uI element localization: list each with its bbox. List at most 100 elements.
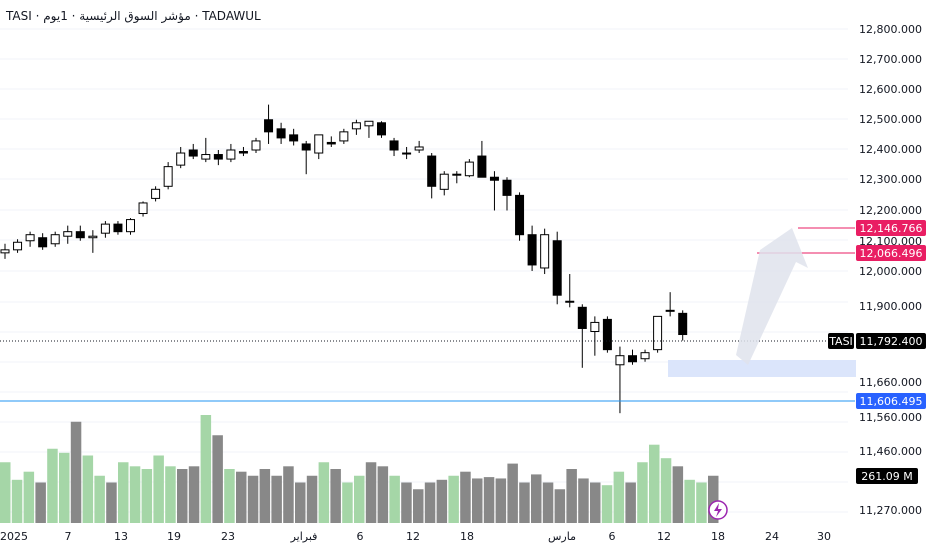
- candle[interactable]: [238, 146, 248, 157]
- candle-body: [477, 155, 487, 178]
- volume-bar: [389, 475, 400, 523]
- volume-bar: [129, 466, 141, 523]
- volume-bar: [295, 482, 306, 523]
- candle[interactable]: [226, 143, 236, 163]
- support-zone[interactable]: [668, 360, 856, 377]
- candle[interactable]: [389, 137, 399, 157]
- candle[interactable]: [326, 136, 336, 147]
- candle[interactable]: [251, 137, 261, 154]
- candle[interactable]: [126, 218, 135, 235]
- candle[interactable]: [151, 186, 161, 202]
- candle[interactable]: [615, 346, 625, 414]
- candle[interactable]: [577, 304, 587, 368]
- candle[interactable]: [628, 349, 637, 365]
- candle[interactable]: [88, 230, 98, 253]
- candle[interactable]: [113, 221, 123, 235]
- target-high-label: 12,146.766: [860, 222, 923, 235]
- candle[interactable]: [25, 231, 35, 247]
- candle[interactable]: [640, 349, 650, 362]
- date-tick-label: 13: [114, 530, 128, 543]
- projection-arrow[interactable]: [736, 228, 808, 365]
- volume-bar: [507, 463, 518, 523]
- candle[interactable]: [301, 140, 311, 175]
- candle[interactable]: [602, 316, 612, 353]
- candle[interactable]: [176, 146, 186, 169]
- volume-bar: [637, 462, 648, 523]
- candle[interactable]: [590, 316, 600, 356]
- candle[interactable]: [364, 120, 374, 138]
- candle[interactable]: [653, 315, 663, 353]
- volume-bar: [141, 469, 153, 523]
- candle[interactable]: [565, 274, 575, 308]
- candle[interactable]: [452, 171, 462, 184]
- candle[interactable]: [464, 159, 474, 178]
- volume-bar: [413, 489, 424, 523]
- candle-body: [138, 202, 148, 215]
- volume-bar: [613, 471, 625, 523]
- candle[interactable]: [188, 143, 198, 160]
- price-tick-label: 12,800.000: [859, 23, 922, 36]
- date-tick-label: مارس: [548, 530, 576, 543]
- volume-bar: [330, 469, 341, 523]
- volume-bar: [354, 475, 365, 523]
- candle[interactable]: [75, 225, 85, 241]
- volume-bar: [271, 475, 282, 523]
- volume-bar: [177, 469, 188, 523]
- candle[interactable]: [38, 233, 48, 250]
- volume-bar: [200, 415, 212, 523]
- candle[interactable]: [0, 243, 10, 259]
- candle[interactable]: [351, 119, 361, 135]
- lightning-icon[interactable]: [708, 500, 728, 520]
- date-tick-label: 19: [167, 530, 181, 543]
- candle[interactable]: [50, 231, 60, 247]
- candle[interactable]: [138, 201, 148, 217]
- volume-bars: [0, 415, 719, 523]
- candle[interactable]: [377, 121, 386, 138]
- candle[interactable]: [100, 221, 110, 238]
- candle[interactable]: [201, 137, 211, 163]
- volume-bar: [283, 466, 294, 523]
- price-axis[interactable]: 12,800.000 12,700.000 12,600.000 12,500.000…: [859, 23, 922, 517]
- candle[interactable]: [402, 146, 412, 160]
- candle[interactable]: [213, 150, 223, 166]
- candle[interactable]: [665, 292, 675, 317]
- candle[interactable]: [439, 171, 449, 196]
- candle-body: [602, 318, 612, 351]
- date-tick-label: 12: [406, 530, 420, 543]
- candle-body: [377, 122, 386, 136]
- candle-body: [439, 173, 449, 190]
- volume-label: 261.09 M: [861, 470, 912, 483]
- volume-bar: [188, 466, 200, 523]
- candle[interactable]: [63, 225, 73, 244]
- candle[interactable]: [540, 228, 550, 275]
- candle[interactable]: [163, 162, 173, 190]
- candle[interactable]: [414, 140, 424, 154]
- candle-body: [628, 355, 637, 363]
- candle[interactable]: [314, 134, 324, 160]
- price-tick-label: 11,460.000: [859, 445, 922, 458]
- target-low-tag: 12,066.496: [856, 245, 926, 261]
- candle[interactable]: [13, 239, 23, 253]
- volume-tag: 261.09 M: [856, 468, 918, 484]
- candle-body: [389, 140, 399, 151]
- candle[interactable]: [427, 153, 437, 199]
- candle[interactable]: [502, 177, 512, 211]
- candle[interactable]: [527, 225, 537, 271]
- candle[interactable]: [515, 192, 525, 241]
- volume-bar: [684, 479, 695, 523]
- candle[interactable]: [339, 128, 349, 144]
- candle[interactable]: [289, 128, 299, 146]
- candle[interactable]: [276, 122, 286, 144]
- volume-bar: [212, 435, 223, 523]
- candle[interactable]: [264, 104, 274, 144]
- candle[interactable]: [552, 231, 562, 305]
- volume-bar: [259, 469, 271, 523]
- candle[interactable]: [678, 310, 688, 341]
- price-tick-label: 12,500.000: [859, 113, 922, 126]
- candle[interactable]: [489, 171, 499, 211]
- volume-bar: [649, 444, 660, 523]
- candle[interactable]: [477, 140, 487, 178]
- date-axis[interactable]: 2025 7 13 19 23 فبراير 6 12 18 مارس 6 12 18 24 30: [0, 530, 831, 543]
